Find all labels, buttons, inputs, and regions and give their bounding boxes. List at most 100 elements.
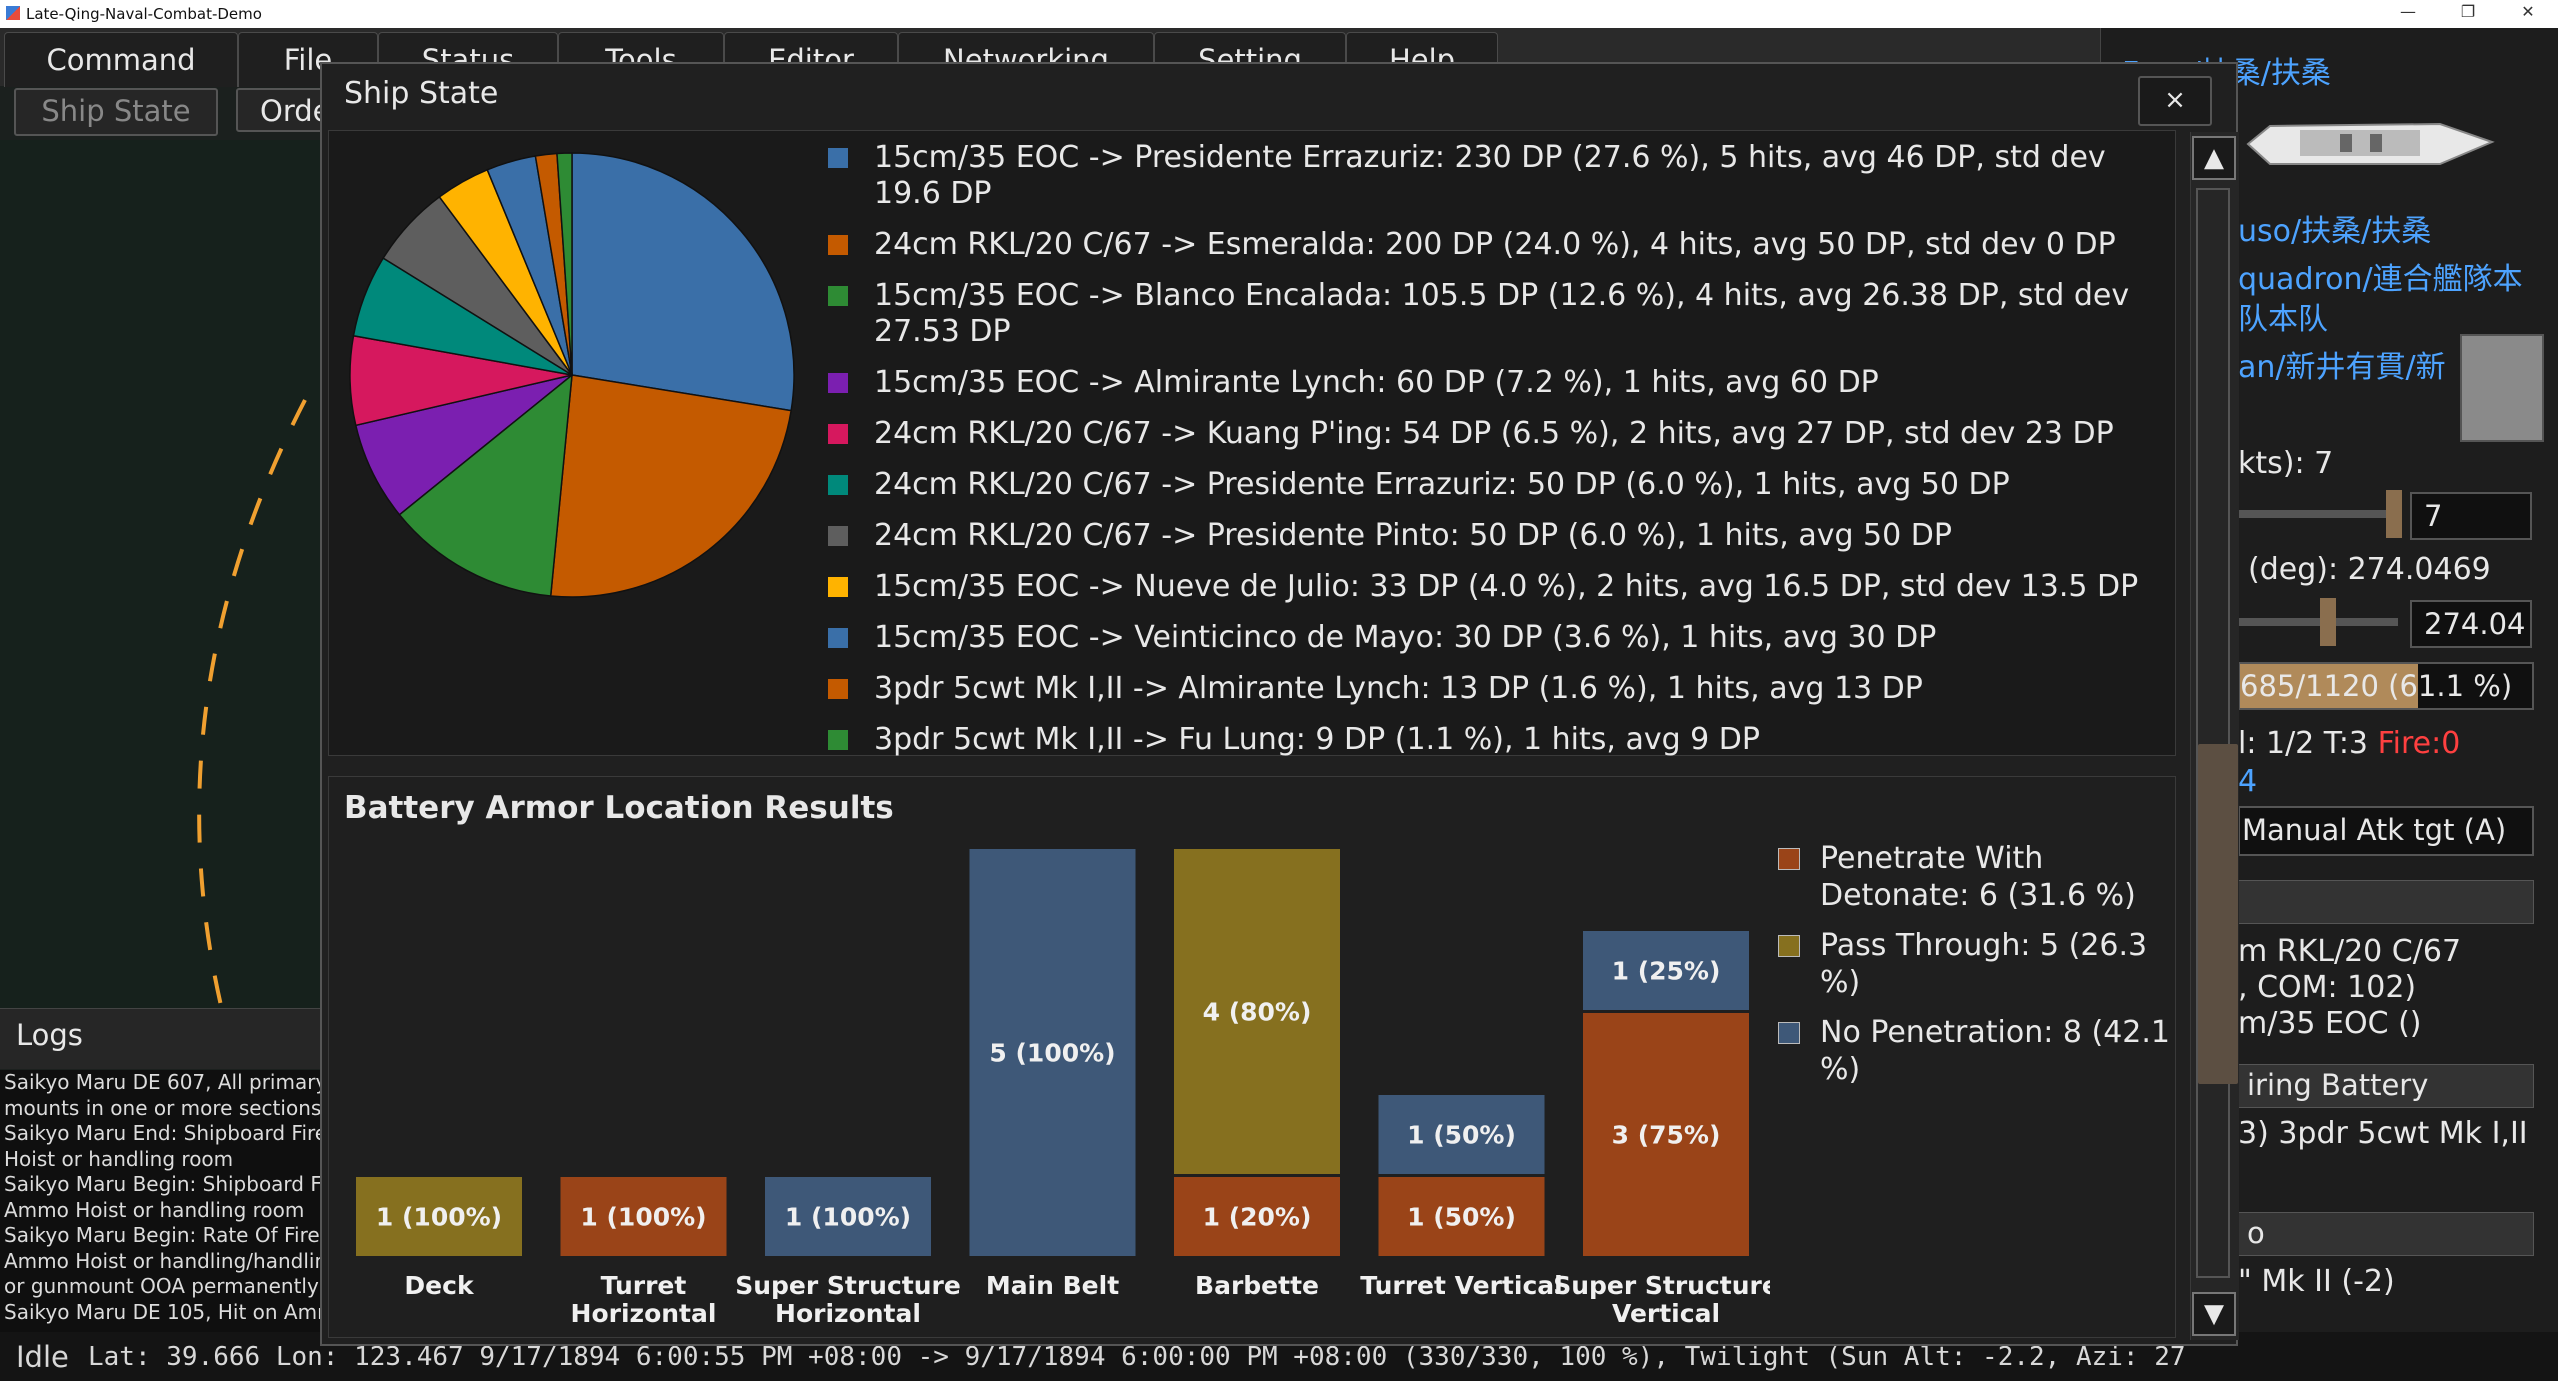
hp-bar-fill: [2240, 664, 2419, 708]
logs-list[interactable]: Saikyo Maru DE 607, All primary mounts i…: [0, 1070, 322, 1332]
restore-icon[interactable]: ❐: [2460, 2, 2476, 21]
category-label: Main Belt: [986, 1271, 1119, 1300]
map-range-arc: [197, 399, 307, 1011]
minimize-icon[interactable]: —: [2400, 2, 2416, 21]
bar-legend-item: Pass Through: 5 (26.3%): [1776, 927, 2176, 1001]
legend-label: 24cm RKL/20 C/67 -> Presidente Pinto: 50…: [874, 518, 1952, 553]
battery-line-3: m/35 EOC (): [2238, 1006, 2422, 1041]
pie-slice-2: [398, 373, 573, 597]
log-line: Saikyo Maru DE 105, Hit on Amm: [4, 1299, 322, 1324]
hp-pct: (61.1 %): [2388, 669, 2513, 703]
dialog-title: Ship State: [344, 76, 499, 111]
log-line: Hoist or handling room: [4, 1146, 234, 1171]
log-line: mounts in one or more sections: [4, 1095, 322, 1120]
bar-value-label: 5 (100%): [989, 1039, 1115, 1068]
speed-slider-handle[interactable]: [2386, 490, 2402, 538]
heading-slider-handle[interactable]: [2320, 598, 2336, 646]
dialog-scrollbar[interactable]: [2190, 132, 2239, 1340]
speed-slider[interactable]: [2238, 510, 2398, 518]
legend-label: 15cm/35 EOC -> Presidente Errazuriz: 230…: [874, 140, 2106, 211]
manual-attack-button[interactable]: Manual Atk tgt (A): [2238, 806, 2534, 856]
os-title-bar: Late-Qing-Naval-Combat-Demo — ❐ ✕: [0, 0, 2558, 28]
squadron-link-2[interactable]: 队本队: [2238, 302, 2328, 337]
battery-chart-title: Battery Armor Location Results: [344, 790, 894, 826]
legend-swatch: [828, 373, 848, 393]
app-title: Late-Qing-Naval-Combat-Demo: [26, 5, 262, 23]
battery-section-header[interactable]: [2238, 880, 2534, 924]
heading-input[interactable]: 274.04: [2410, 600, 2532, 648]
legend-swatch: [828, 424, 848, 444]
pie-legend-item: 15cm/35 EOC -> Presidente Errazuriz: 230…: [826, 140, 2156, 212]
hp-text: 685/1120: [2240, 669, 2379, 703]
commander-link[interactable]: an/新井有貫/新: [2238, 350, 2446, 385]
bar-segment: [1583, 931, 1749, 1010]
bar-value-label: 1 (100%): [580, 1203, 706, 1232]
close-window-icon[interactable]: ✕: [2521, 2, 2535, 21]
bar-legend-label: %): [1820, 965, 1861, 1000]
legend-swatch: [1778, 1022, 1800, 1044]
bar-legend-label: Pass Through: 5 (26.3: [1820, 928, 2148, 963]
scroll-down-button[interactable]: ▼: [2192, 1292, 2236, 1336]
fire-value: Fire:0: [2377, 726, 2461, 761]
bar-value-label: 4 (80%): [1203, 998, 1312, 1027]
legend-swatch: [828, 577, 848, 597]
legend-swatch: [828, 526, 848, 546]
status-coords: Lat: 39.666 Lon: 123.467 9/17/1894 6:00:…: [88, 1342, 2186, 1372]
bar-segment: [765, 1177, 931, 1256]
subtab-ship-state[interactable]: Ship State: [14, 88, 218, 136]
gun-section-header[interactable]: o: [2238, 1212, 2534, 1256]
ship-silhouette-icon: [2240, 94, 2500, 194]
category-label: Horizontal: [775, 1299, 921, 1328]
squadron-link[interactable]: quadron/連合艦隊本: [2238, 262, 2523, 297]
bar-value-label: 1 (50%): [1407, 1203, 1516, 1232]
legend-swatch: [1778, 848, 1800, 870]
subtab-orders[interactable]: Orde: [236, 88, 331, 132]
bar-legend-item: No Penetration: 8 (42.1%): [1776, 1014, 2176, 1088]
legend-label: 3pdr 5cwt Mk I,II -> Fu Lung: 9 DP (1.1 …: [874, 722, 1760, 757]
category-label: Vertical: [1612, 1299, 1720, 1328]
legend-swatch: [828, 475, 848, 495]
legend-swatch: [828, 235, 848, 255]
legend-label: 15cm/35 EOC -> Blanco Encalada: 105.5 DP…: [874, 278, 2130, 349]
bar-segment: [356, 1177, 522, 1256]
gun-value: " Mk II (-2): [2238, 1264, 2395, 1299]
category-label: Super Structure: [735, 1271, 961, 1300]
category-label: Turret: [601, 1271, 687, 1300]
legend-label: 15cm/35 EOC -> Veinticinco de Mayo: 30 D…: [874, 620, 1937, 655]
log-line: Ammo Hoist or handling/handlin: [4, 1248, 322, 1273]
legend-swatch: [1778, 935, 1800, 957]
battery-line-1: m RKL/20 C/67: [2238, 934, 2462, 969]
bar-value-label: 3 (75%): [1612, 1121, 1721, 1150]
pie-legend-item: 3pdr 5cwt Mk I,II -> Fu Lung: 9 DP (1.1 …: [826, 722, 2156, 758]
category-label: Horizontal: [571, 1299, 717, 1328]
close-dialog-button[interactable]: ×: [2138, 76, 2212, 126]
commander-portrait-avatar: [2460, 334, 2544, 442]
legend-label: 3pdr 5cwt Mk I,II -> Almirante Lynch: 13…: [874, 671, 1923, 706]
category-label: Deck: [404, 1271, 475, 1300]
pie-legend-item: 24cm RKL/20 C/67 -> Presidente Pinto: 50…: [826, 518, 2156, 554]
map-view[interactable]: [0, 140, 320, 1011]
scroll-up-button[interactable]: ▲: [2192, 136, 2236, 180]
pie-legend-item: 24cm RKL/20 C/67 -> Esmeralda: 200 DP (2…: [826, 227, 2156, 263]
tab-command[interactable]: Command: [4, 32, 238, 87]
legend-swatch: [828, 730, 848, 750]
bar-segment: [969, 849, 1136, 1256]
hp-bar: 685/1120 (61.1 %): [2238, 662, 2534, 710]
legend-label: 15cm/35 EOC -> Almirante Lynch: 60 DP (7…: [874, 365, 1879, 400]
bar-segment: [1583, 1013, 1749, 1256]
fire-line-2: 4: [2238, 764, 2258, 799]
log-line: Saikyo Maru Begin: Rate Of Fire: [4, 1223, 320, 1247]
pie-legend-item: 24cm RKL/20 C/67 -> Kuang P'ing: 54 DP (…: [826, 416, 2156, 452]
heading-slider[interactable]: [2238, 618, 2398, 626]
bar-value-label: 1 (25%): [1612, 957, 1721, 986]
pie-slice-1: [549, 374, 792, 598]
speed-input[interactable]: 7: [2410, 492, 2532, 540]
bar-value-label: 1 (20%): [1203, 1203, 1312, 1232]
ship-name-link[interactable]: uso/扶桑/扶桑: [2238, 214, 2432, 249]
scroll-rail[interactable]: [2196, 188, 2230, 1278]
pie-legend-item: 3pdr 5cwt Mk I,II -> Almirante Lynch: 13…: [826, 671, 2156, 707]
pie-legend-item: 24cm RKL/20 C/67 -> Presidente Errazuriz…: [826, 467, 2156, 503]
damage-pie-chart: [349, 152, 795, 598]
firing-battery-header[interactable]: iring Battery: [2238, 1064, 2534, 1108]
scroll-thumb[interactable]: [2198, 744, 2238, 1084]
